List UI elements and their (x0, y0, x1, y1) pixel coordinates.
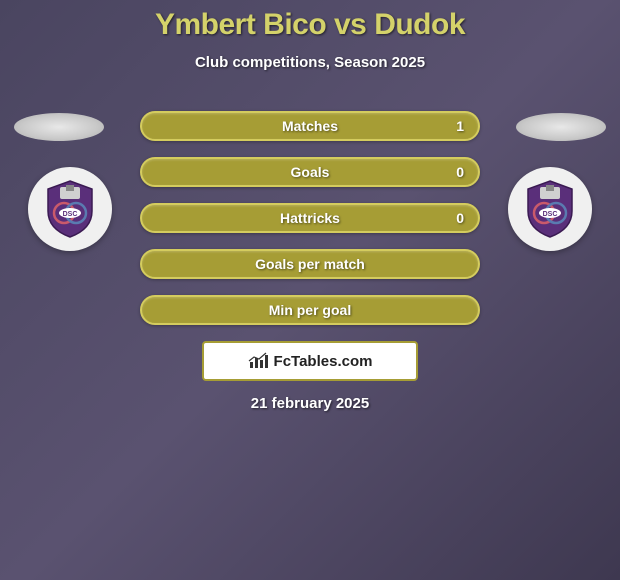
stat-row-hattricks: Hattricks 0 (140, 203, 480, 233)
stat-label: Hattricks (280, 210, 340, 226)
svg-text:DSC: DSC (543, 211, 558, 218)
team-crest-right: DSC (508, 167, 592, 251)
stat-value: 1 (456, 118, 464, 134)
stat-row-min-per-goal: Min per goal (140, 295, 480, 325)
stat-label: Goals per match (255, 256, 365, 272)
page-title: Ymbert Bico vs Dudok (0, 8, 620, 42)
stat-row-goals: Goals 0 (140, 157, 480, 187)
crest-circle: DSC (28, 167, 112, 251)
stat-value: 0 (456, 164, 464, 180)
stat-value: 0 (456, 210, 464, 226)
bar-chart-icon (248, 352, 270, 370)
brand-box[interactable]: FcTables.com (202, 341, 418, 381)
player-ellipse-left (14, 113, 104, 141)
svg-text:DSC: DSC (63, 211, 78, 218)
stat-label: Goals (291, 164, 330, 180)
shield-icon: DSC (518, 177, 582, 241)
subtitle: Club competitions, Season 2025 (0, 54, 620, 71)
stats-area: DSC DSC Matches 1 (0, 111, 620, 412)
stat-row-matches: Matches 1 (140, 111, 480, 141)
date-text: 21 february 2025 (0, 395, 620, 412)
shield-icon: DSC (38, 177, 102, 241)
team-crest-left: DSC (28, 167, 112, 251)
brand-text: FcTables.com (274, 353, 373, 370)
crest-circle: DSC (508, 167, 592, 251)
stat-row-goals-per-match: Goals per match (140, 249, 480, 279)
stat-label: Matches (282, 118, 338, 134)
stat-rows: Matches 1 Goals 0 Hattricks 0 Goals per … (140, 111, 480, 325)
stat-label: Min per goal (269, 302, 351, 318)
player-ellipse-right (516, 113, 606, 141)
comparison-card: Ymbert Bico vs Dudok Club competitions, … (0, 0, 620, 412)
